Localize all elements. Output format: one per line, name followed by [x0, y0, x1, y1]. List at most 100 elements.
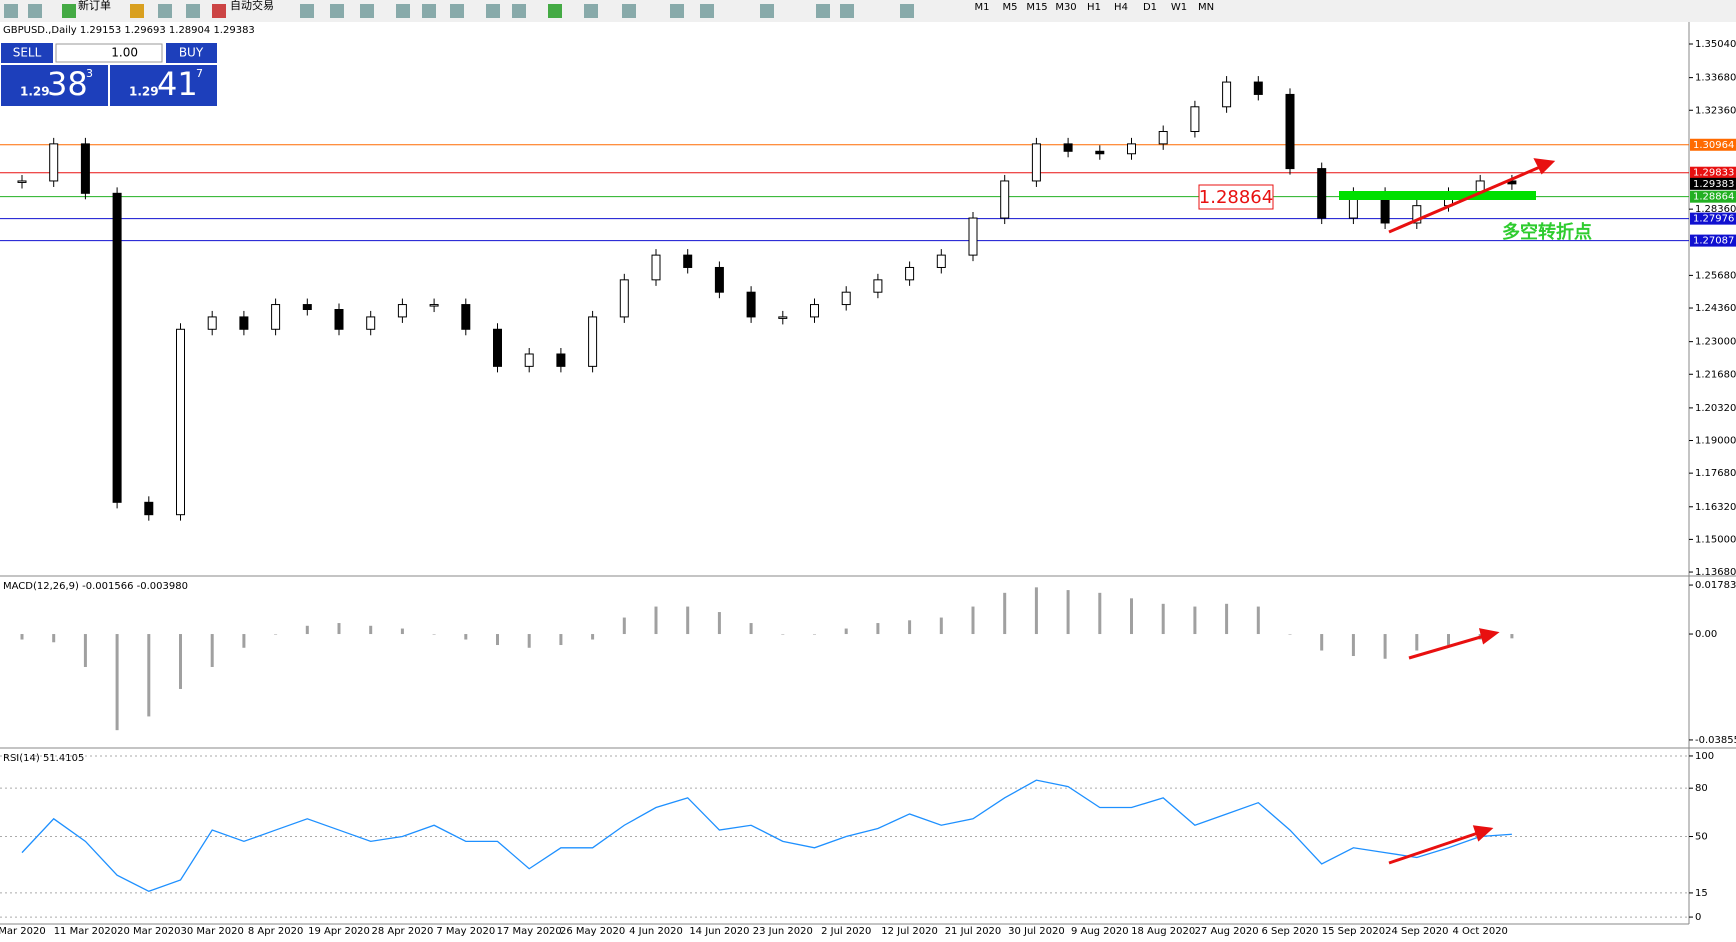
candle [1000, 180, 1010, 219]
icon[interactable] [584, 4, 598, 18]
icon[interactable] [450, 4, 464, 18]
candle [176, 328, 185, 516]
y-tick-label: 1.17680 [1695, 468, 1736, 479]
macd-bar [1225, 603, 1229, 635]
timeframe[interactable]: D1 [1143, 2, 1157, 13]
lot-text[interactable]: 1.00 [111, 46, 138, 60]
x-tick-label: 19 Apr 2020 [308, 926, 370, 937]
icon[interactable] [300, 4, 314, 18]
macd-bar [876, 623, 880, 635]
icon[interactable] [130, 4, 144, 18]
macd-bar [400, 628, 404, 635]
icon[interactable] [212, 4, 226, 18]
macd-bar [179, 634, 182, 689]
x-tick-label: 12 Jul 2020 [881, 926, 938, 937]
icon[interactable] [28, 4, 42, 18]
timeframe[interactable]: M1 [975, 2, 990, 13]
icon[interactable] [360, 4, 374, 18]
macd-bar [1003, 592, 1007, 635]
sell-button[interactable] [1, 43, 53, 63]
buy-big: 1.29 [129, 85, 159, 99]
sell-price[interactable] [1, 65, 108, 106]
arrow [1388, 831, 1479, 865]
candle [936, 254, 946, 268]
icon[interactable] [486, 4, 500, 18]
candle [397, 304, 407, 318]
timeframe[interactable]: MN [1198, 2, 1214, 13]
candle [1253, 81, 1263, 95]
buy-price[interactable] [110, 65, 217, 106]
support-bar [1339, 191, 1536, 200]
timeframe[interactable]: H1 [1087, 2, 1101, 13]
lot-input[interactable] [55, 43, 163, 63]
timeframe[interactable]: M15 [1026, 2, 1047, 13]
sell-text[interactable]: SELL [13, 46, 42, 60]
candle [841, 291, 851, 306]
y-tick-label: 1.33680 [1695, 73, 1736, 84]
trade-panel: SELL 1.00 BUY 1.29 38 3 1.29 41 7 [0, 42, 218, 106]
x-tick-label: 7 May 2020 [436, 926, 495, 937]
macd-bar [1098, 592, 1102, 635]
macd-bar [844, 628, 848, 635]
macd-bar [83, 634, 87, 667]
arrow-head [1478, 628, 1500, 645]
candle [873, 279, 883, 293]
macd-bar [432, 634, 436, 635]
buy-text[interactable]: BUY [179, 46, 204, 60]
new-order[interactable]: 新订单 [78, 0, 111, 12]
macd-bar [1256, 606, 1260, 635]
icon[interactable] [512, 4, 526, 18]
level-label: 1.30964 [1693, 140, 1734, 151]
level-tag [1690, 166, 1736, 179]
macd-bar [1447, 634, 1450, 646]
icon[interactable] [330, 4, 344, 18]
macd-bar [1193, 606, 1197, 635]
macd-bar [369, 625, 373, 635]
macd-bar [1415, 634, 1419, 651]
macd-bar [749, 623, 753, 635]
timeframe[interactable]: M30 [1055, 2, 1076, 13]
icon[interactable] [4, 4, 18, 18]
auto-trade[interactable]: 自动交易 [230, 0, 274, 12]
icon[interactable] [62, 4, 76, 18]
macd-bar [1288, 634, 1292, 635]
x-tick-label: 24 Sep 2020 [1385, 926, 1448, 937]
arrow [1388, 165, 1541, 234]
level-label: 1.29833 [1693, 168, 1734, 179]
buy-button[interactable] [166, 43, 217, 63]
y-tick-label: 1.25680 [1695, 270, 1736, 281]
icon[interactable] [396, 4, 410, 18]
icon[interactable] [670, 4, 684, 18]
x-tick-label: 23 Jun 2020 [753, 926, 813, 937]
timeframe[interactable]: M5 [1003, 2, 1018, 13]
icon[interactable] [900, 4, 914, 18]
level-tag [1690, 234, 1736, 247]
timeframes: M1 M5 M15 M30 H1 H4 D1 W1 MN [975, 2, 1215, 13]
icon[interactable] [816, 4, 830, 18]
candle [1285, 93, 1295, 170]
candle [651, 254, 661, 281]
sell-pips: 38 [47, 65, 88, 103]
icon[interactable] [158, 4, 172, 18]
y-tick-label: 1.19000 [1695, 436, 1736, 447]
y-tick-label: 1.28360 [1695, 204, 1736, 215]
candle [1031, 143, 1041, 182]
icon[interactable] [422, 4, 436, 18]
icon[interactable] [622, 4, 636, 18]
timeframe[interactable]: H4 [1114, 2, 1128, 13]
level-label: 1.27087 [1693, 236, 1734, 247]
icon[interactable] [186, 4, 200, 18]
icon[interactable] [700, 4, 714, 18]
icon[interactable] [760, 4, 774, 18]
icon[interactable] [840, 4, 854, 18]
level-label: 1.28864 [1693, 192, 1734, 203]
candle [683, 254, 693, 268]
timeframe[interactable]: W1 [1171, 2, 1187, 13]
icon[interactable] [548, 4, 562, 18]
candle [49, 143, 59, 182]
macd-bar [1383, 634, 1387, 659]
candle [1412, 205, 1422, 224]
candle [1158, 131, 1168, 145]
sell-big: 1.29 [20, 85, 50, 99]
panels: GBPUSD.,Daily 1.29153 1.29693 1.28904 1.… [0, 25, 1736, 937]
